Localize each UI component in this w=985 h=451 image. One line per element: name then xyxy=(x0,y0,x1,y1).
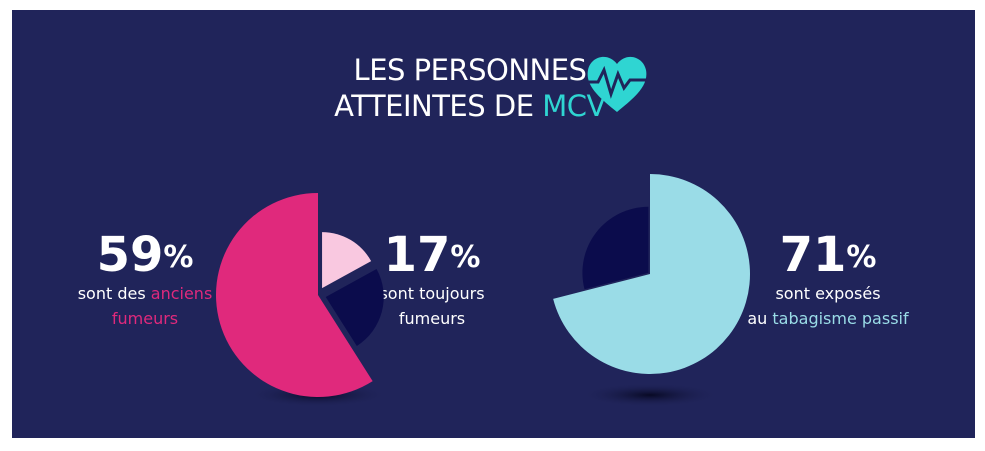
text-segment: ATTEINTES DE xyxy=(334,89,542,123)
caption-line: fumeurs xyxy=(399,309,465,328)
value-label: 71% xyxy=(780,227,877,283)
caption-line: fumeurs xyxy=(112,309,178,328)
text-segment: LES PERSONNES xyxy=(354,53,587,87)
caption-line: sont exposés xyxy=(775,284,880,303)
text-segment: fumeurs xyxy=(399,309,465,328)
text-segment: MCV xyxy=(542,89,606,123)
pie-slice xyxy=(325,269,384,346)
text-segment: tabagisme passif xyxy=(772,309,909,328)
heart-icon xyxy=(586,56,648,112)
pie-slice xyxy=(216,193,373,397)
text-segment: fumeurs xyxy=(112,309,178,328)
text-segment: anciens xyxy=(151,284,213,303)
pie-slice xyxy=(553,174,750,375)
pie-slice xyxy=(582,206,649,290)
title-line: ATTEINTES DE MCV xyxy=(334,89,606,123)
text-segment: sont des xyxy=(78,284,151,303)
caption-line: sont toujours xyxy=(379,284,484,303)
value-label: 17% xyxy=(384,227,481,283)
value-label: 59% xyxy=(97,227,194,283)
text-segment: sont exposés xyxy=(775,284,880,303)
text-segment: au xyxy=(747,309,772,328)
shadow xyxy=(580,383,720,407)
title-line: LES PERSONNES xyxy=(354,53,587,87)
caption-line: sont des anciens xyxy=(78,284,213,303)
text-segment: sont toujours xyxy=(379,284,484,303)
pie-slice xyxy=(322,232,372,289)
caption-line: au tabagisme passif xyxy=(747,309,909,328)
background xyxy=(12,10,975,438)
